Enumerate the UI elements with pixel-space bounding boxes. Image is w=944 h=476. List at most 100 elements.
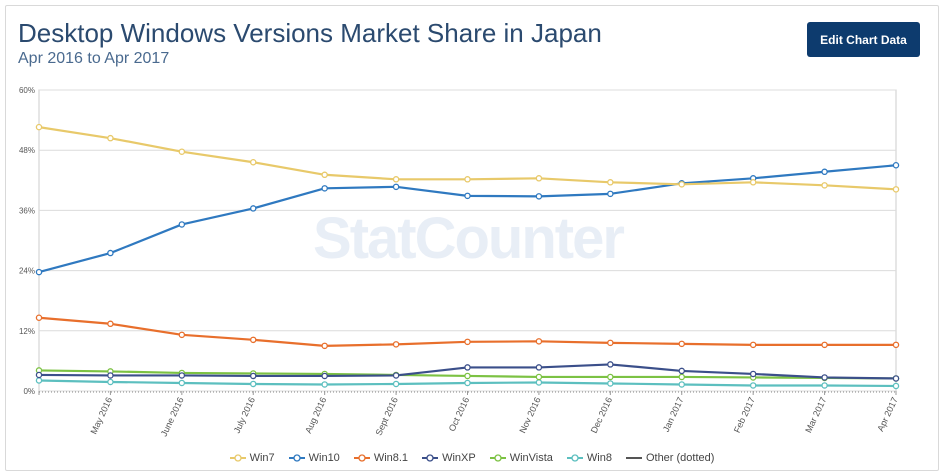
data-point-winvista xyxy=(678,373,686,381)
data-point-win7 xyxy=(535,175,543,182)
data-point-win8 xyxy=(892,382,900,390)
legend-label: Win7 xyxy=(249,452,275,464)
data-point-win8 xyxy=(821,382,828,389)
watermark-logo: StatCounter xyxy=(313,206,624,271)
data-point-win8.1 xyxy=(535,338,543,345)
data-point-win8.1 xyxy=(464,338,471,346)
edit-chart-data-button[interactable]: Edit Chart Data xyxy=(807,22,920,57)
data-point-win8.1 xyxy=(892,341,900,349)
data-point-winxp xyxy=(249,372,257,380)
y-tick-label: 48% xyxy=(19,146,35,155)
data-point-win8.1 xyxy=(392,341,400,348)
legend-label: Win8 xyxy=(586,452,612,464)
data-point-win10 xyxy=(464,192,471,200)
legend-item[interactable]: WinVista xyxy=(489,452,553,464)
data-point-winxp xyxy=(392,372,400,379)
data-point-win7 xyxy=(892,186,900,193)
x-tick-label: Dec 2016 xyxy=(589,396,614,435)
data-point-win8 xyxy=(249,380,257,388)
legend-swatch xyxy=(288,454,305,462)
x-tick-label: July 2016 xyxy=(232,396,257,435)
x-tick-label: Aug 2016 xyxy=(303,396,328,435)
x-tick-label: Mar 2017 xyxy=(803,396,828,435)
y-tick-label: 60% xyxy=(19,86,35,95)
x-tick-label: May 2016 xyxy=(88,396,114,436)
data-point-win8.1 xyxy=(607,339,614,347)
legend-item[interactable]: Win7 xyxy=(229,452,275,464)
data-point-win8.1 xyxy=(249,336,257,344)
data-point-win10 xyxy=(35,268,43,276)
legend-swatch xyxy=(566,454,583,462)
page-subtitle: Apr 2016 to Apr 2017 xyxy=(18,50,170,67)
data-point-winxp xyxy=(821,374,828,381)
x-tick-label: Oct 2016 xyxy=(447,396,472,433)
data-point-win8.1 xyxy=(749,341,757,349)
data-point-win8.1 xyxy=(821,341,828,349)
data-point-win8 xyxy=(178,379,186,387)
data-point-win8 xyxy=(678,381,686,388)
y-tick-label: 12% xyxy=(19,327,35,336)
page-title: Desktop Windows Versions Market Share in… xyxy=(18,18,602,48)
y-tick-label: 0% xyxy=(23,387,35,396)
data-point-winxp xyxy=(607,361,614,368)
legend-item[interactable]: Win8.1 xyxy=(353,452,409,464)
data-point-win7 xyxy=(392,176,400,183)
data-point-win7 xyxy=(678,181,686,188)
legend-swatch xyxy=(489,454,506,462)
legend-label: WinXP xyxy=(442,452,476,464)
data-point-winxp xyxy=(107,372,114,379)
legend-item[interactable]: Other (dotted) xyxy=(625,452,715,464)
data-point-win7 xyxy=(821,182,828,189)
chart-frame xyxy=(5,5,939,471)
chart-legend: Win7 Win10 Win8.1 WinXP WinVista Win8 Other (d… xyxy=(0,449,944,467)
data-point-win10 xyxy=(249,205,257,212)
data-point-win8.1 xyxy=(321,342,328,350)
data-point-win10 xyxy=(535,193,543,200)
data-point-win8 xyxy=(321,381,328,388)
data-point-win7 xyxy=(249,158,257,166)
legend-item[interactable]: WinXP xyxy=(422,452,476,464)
data-point-win7 xyxy=(607,179,614,186)
x-tick-label: Nov 2016 xyxy=(517,396,542,435)
legend-label: Win8.1 xyxy=(373,452,409,464)
data-point-winvista xyxy=(535,373,543,381)
data-point-win10 xyxy=(821,168,828,176)
data-point-winxp xyxy=(178,372,186,379)
legend-item[interactable]: Win10 xyxy=(288,452,340,464)
legend-label: Other (dotted) xyxy=(645,452,715,464)
data-point-win7 xyxy=(321,171,328,179)
x-tick-label: June 2016 xyxy=(159,396,186,438)
data-point-winxp xyxy=(892,375,900,382)
legend-swatch xyxy=(353,454,370,462)
data-point-winxp xyxy=(35,371,43,379)
data-point-winvista xyxy=(607,373,614,381)
data-point-winxp xyxy=(535,364,543,371)
data-point-win10 xyxy=(321,185,328,192)
data-point-winxp xyxy=(321,372,328,380)
x-tick-label: Apr 2017 xyxy=(875,396,900,433)
data-point-win7 xyxy=(35,123,43,131)
data-point-winxp xyxy=(464,364,471,371)
legend-swatch xyxy=(229,454,246,462)
data-point-win7 xyxy=(464,176,471,183)
data-point-win8 xyxy=(107,378,114,386)
data-point-win8.1 xyxy=(178,331,186,339)
data-point-win8 xyxy=(749,382,757,389)
data-point-winvista xyxy=(464,372,471,380)
x-tick-label: Feb 2017 xyxy=(732,396,757,435)
data-point-win8 xyxy=(392,380,400,388)
legend-swatch xyxy=(422,454,439,462)
data-point-winxp xyxy=(678,367,686,375)
y-tick-label: 24% xyxy=(19,267,35,276)
data-point-win10 xyxy=(392,183,400,191)
legend-item[interactable]: Win8 xyxy=(566,452,612,464)
data-point-win10 xyxy=(178,221,186,228)
data-point-win10 xyxy=(892,161,900,169)
x-tick-label: Jan 2017 xyxy=(661,396,686,434)
data-point-win8 xyxy=(464,379,471,387)
data-point-win8.1 xyxy=(678,340,686,348)
data-point-win7 xyxy=(107,134,114,142)
legend-label: WinVista xyxy=(509,452,553,464)
legend-swatch xyxy=(625,457,642,459)
